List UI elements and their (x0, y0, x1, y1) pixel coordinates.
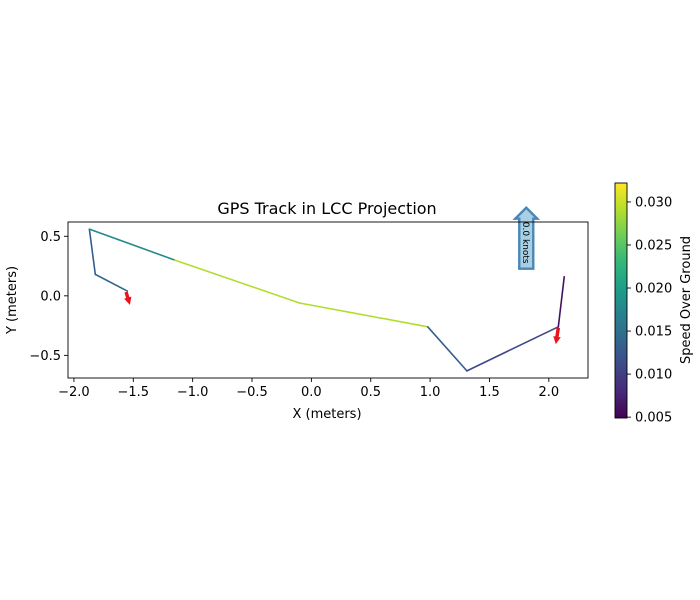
chart-title: GPS Track in LCC Projection (217, 199, 436, 218)
y-tick-label: −0.5 (29, 349, 61, 364)
track-segment (174, 259, 301, 304)
colorbar-label: Speed Over Ground (679, 236, 694, 364)
track-layer (88, 228, 566, 372)
plot-area-frame (67, 221, 589, 379)
x-axis-label: X (meters) (292, 407, 361, 422)
colorbar-ticks: 0.005 0.010 0.015 0.020 0.025 0.030 (627, 195, 672, 426)
y-tick-label: 0.0 (40, 289, 61, 304)
y-axis-ticks: 0.5 0.0 −0.5 (29, 230, 68, 364)
x-axis-ticks: −2.0 −1.5 −1.0 −0.5 0.0 0.5 1.0 1.5 2.0 (58, 378, 559, 400)
x-tick-label: 0.0 (301, 385, 322, 400)
x-tick-label: 2.0 (538, 385, 559, 400)
track-segment (466, 325, 560, 372)
direction-arrow (553, 327, 561, 345)
x-tick-label: 1.5 (479, 385, 500, 400)
x-tick-label: −1.5 (118, 385, 150, 400)
colorbar-tick-label: 0.025 (635, 238, 672, 253)
colorbar (614, 182, 628, 419)
arrow-layer (124, 291, 561, 345)
x-tick-label: −1.0 (177, 385, 209, 400)
colorbar-tick-label: 0.030 (635, 195, 672, 210)
speed-annotation-text: 0.0 knots (520, 222, 530, 264)
track-segment (557, 275, 566, 328)
y-axis-label: Y (meters) (5, 266, 20, 335)
colorbar-tick-label: 0.010 (635, 368, 672, 383)
speed-annotation-arrow-shape (512, 205, 541, 270)
x-tick-label: 1.0 (420, 385, 441, 400)
colorbar-tick-label: 0.005 (635, 411, 672, 426)
track-segment (298, 302, 429, 328)
track-segment (88, 228, 97, 276)
colorbar-tick-label: 0.020 (635, 282, 672, 297)
direction-arrow (124, 291, 132, 305)
track-segment (88, 228, 176, 261)
colorbar-tick-label: 0.015 (635, 325, 672, 340)
x-tick-label: −0.5 (236, 385, 268, 400)
track-segment (426, 325, 468, 372)
speed-annotation: 0.0 knots (512, 205, 541, 270)
x-tick-label: −2.0 (58, 385, 90, 400)
y-tick-label: 0.5 (40, 230, 61, 245)
speed-annotation-box: 0.0 knots (512, 205, 541, 270)
track-segment (94, 273, 129, 292)
x-tick-label: 0.5 (360, 385, 381, 400)
